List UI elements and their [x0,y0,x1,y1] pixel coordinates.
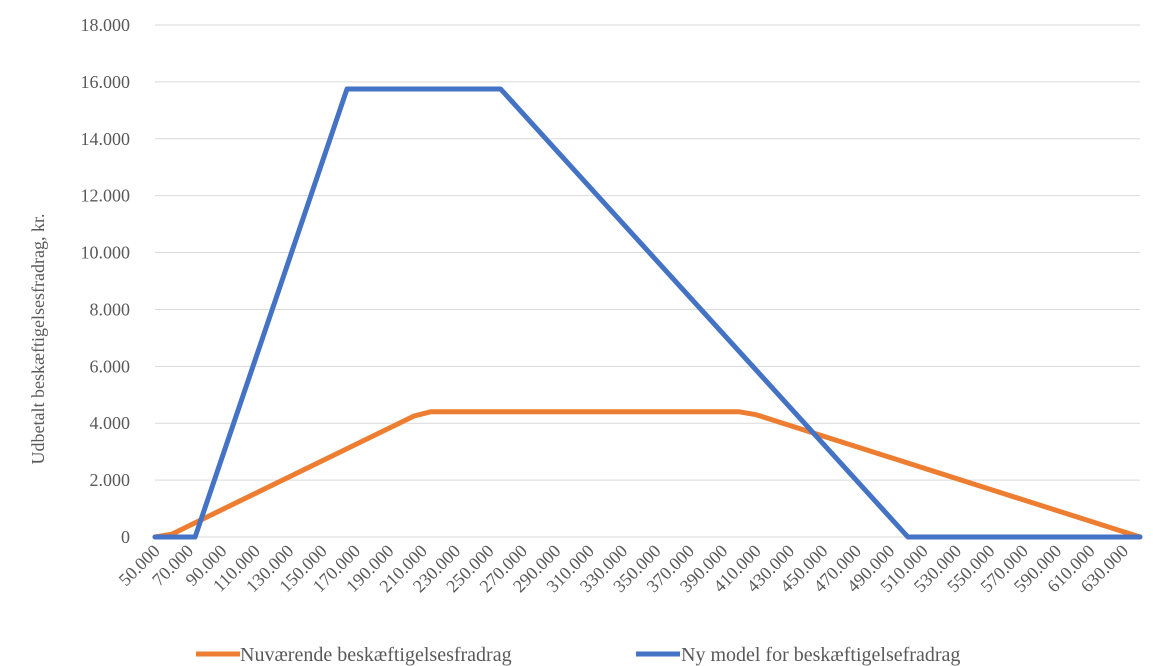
y-tick-label: 6.000 [90,356,131,376]
legend-label-current: Nuværende beskæftigelsesfradrag [240,644,512,666]
y-tick-label: 14.000 [81,129,131,149]
series-lines [152,86,1143,540]
x-axis-ticks: 50.00070.00090.000110.000130.000150.0001… [115,541,1132,597]
series-line-0 [152,409,1143,540]
y-tick-label: 2.000 [90,470,131,490]
y-tick-label: 18.000 [81,15,131,35]
y-axis-ticks: 0 2.000 4.000 6.000 8.000 10.000 12.000 14.000 1… [81,15,131,547]
y-tick-label: 8.000 [90,299,131,319]
y-tick-label: 16.000 [81,72,131,92]
y-tick-label: 12.000 [81,186,131,206]
y-tick-label: 0 [121,527,130,547]
series-line-1 [152,86,1143,540]
gridlines [155,24,1140,538]
y-tick-label: 4.000 [90,413,131,433]
y-tick-label: 10.000 [81,243,131,263]
y-axis-label: Udbetalt beskæftigelsesfradrag, kr. [28,214,48,465]
legend-label-new: Ny model for beskæftigelsefradrag [681,644,960,666]
legend: Nuværende beskæftigelsesfradrag Ny model… [196,644,960,666]
